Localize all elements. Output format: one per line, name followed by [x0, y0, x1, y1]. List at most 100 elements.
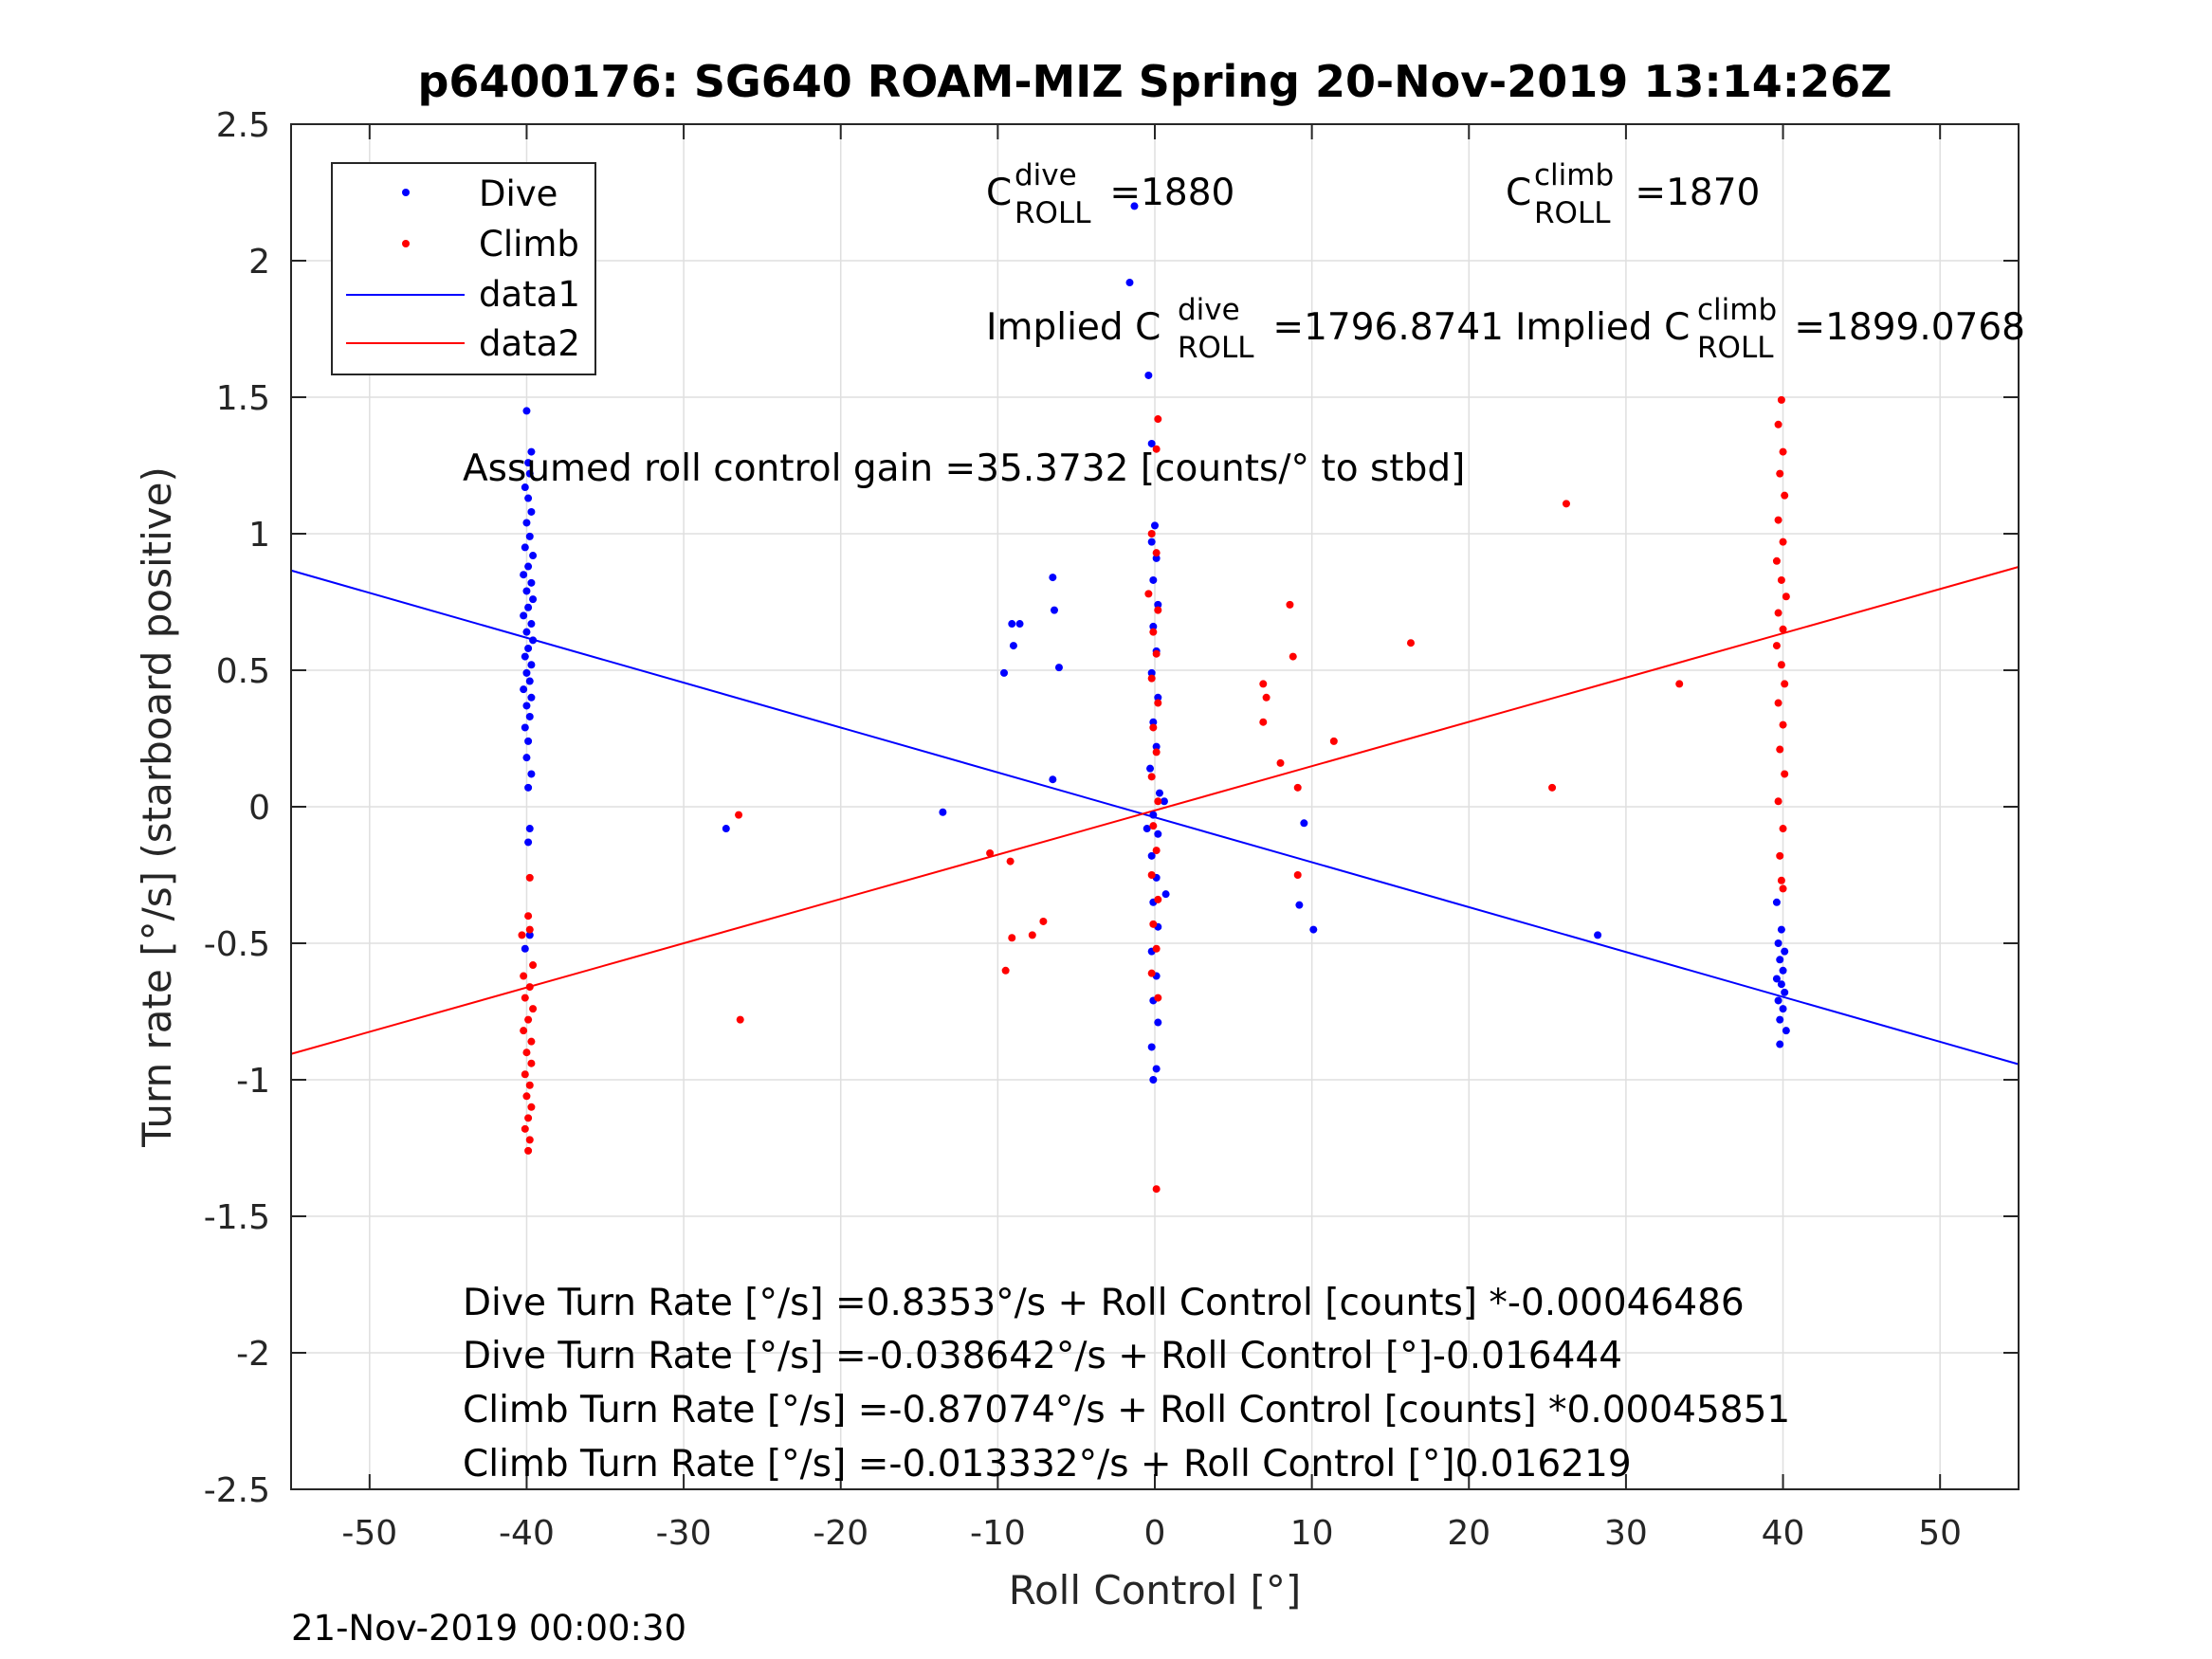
- dive-point: [1155, 789, 1163, 797]
- x-tick-labels: -50 -40 -30 -20 -10 0 10 20 30 40 50: [341, 1514, 1962, 1553]
- climb-point: [1777, 575, 1785, 584]
- climb-point: [1152, 549, 1161, 557]
- x-tick-label: 40: [1762, 1514, 1805, 1553]
- dive-point: [524, 783, 533, 792]
- dive-point: [1050, 606, 1058, 614]
- climb-point: [1147, 773, 1156, 781]
- dive-point: [524, 838, 533, 847]
- y-tick-label: 0: [248, 789, 270, 828]
- climb-point: [1147, 871, 1156, 879]
- dive-point: [1015, 620, 1024, 629]
- climb-point: [1289, 652, 1297, 661]
- y-tick-label: 0.5: [216, 652, 270, 691]
- implied-climb-sub: ROLL: [1697, 331, 1774, 365]
- y-tick-label: -1: [236, 1062, 270, 1101]
- dive-point: [522, 407, 531, 415]
- climb-point: [1772, 556, 1781, 565]
- y-tick-label: 1: [248, 516, 270, 555]
- climb-point: [521, 1124, 529, 1133]
- implied-dive-sub: ROLL: [1178, 331, 1254, 365]
- implied-climb-annotation: Implied C climb ROLL =1899.0768: [1515, 293, 2025, 365]
- dive-point: [1151, 521, 1159, 530]
- dive-point: [1161, 890, 1170, 899]
- climb-point: [1779, 825, 1787, 833]
- climb-point: [527, 1103, 536, 1111]
- dive-point: [524, 459, 533, 467]
- dive-point: [1295, 901, 1304, 909]
- y-tick-label: -1.5: [204, 1198, 270, 1237]
- climb-point: [1147, 969, 1156, 977]
- dive-point: [1147, 1043, 1156, 1051]
- dive-point: [1149, 1076, 1158, 1084]
- dive-point: [1774, 939, 1782, 947]
- climb-point: [1774, 516, 1782, 524]
- c-climb-sub: ROLL: [1534, 196, 1611, 230]
- y-tick-label: -2: [236, 1335, 270, 1374]
- dive-point: [521, 723, 529, 732]
- dive-point: [1009, 642, 1017, 650]
- dive-point: [1152, 1065, 1161, 1073]
- dive-point: [529, 595, 538, 604]
- climb-point: [1039, 917, 1048, 925]
- dive-point: [520, 685, 528, 694]
- c-climb-sup: climb: [1534, 158, 1614, 192]
- dive-point: [1147, 668, 1156, 677]
- c-dive-value: =1880: [1098, 172, 1234, 214]
- x-axis-label: Roll Control [°]: [1009, 1567, 1302, 1613]
- climb-point: [529, 961, 538, 970]
- dive-point: [1147, 538, 1156, 546]
- chart-title: p6400176: SG640 ROAM-MIZ Spring 20-Nov-2…: [417, 56, 1892, 107]
- climb-point: [1154, 415, 1162, 424]
- climb-point: [1776, 745, 1784, 754]
- climb-point: [1774, 699, 1782, 707]
- climb-point: [1152, 944, 1161, 953]
- climb-point: [1008, 934, 1016, 942]
- dive-point: [1782, 1027, 1790, 1035]
- dive-point: [1154, 600, 1162, 609]
- climb-point: [525, 1081, 534, 1089]
- dive-point: [525, 469, 534, 478]
- climb-point: [1777, 661, 1785, 669]
- climb-point: [986, 848, 995, 857]
- dive-point: [1147, 851, 1156, 860]
- climb-point: [522, 1048, 531, 1057]
- x-tick-label: 10: [1290, 1514, 1334, 1553]
- dive-point: [939, 808, 947, 816]
- climb-point: [1028, 931, 1036, 939]
- dive-point: [522, 668, 531, 677]
- fit-line-data2: [290, 566, 2020, 1055]
- climb-point: [525, 983, 534, 992]
- dive-point: [527, 507, 536, 516]
- climb-point: [1152, 649, 1161, 658]
- climb-point: [1144, 590, 1153, 598]
- climb-point: [1293, 871, 1302, 879]
- dive-point: [524, 494, 533, 502]
- dive-point: [525, 677, 534, 685]
- y-tick-label: 2.5: [216, 106, 270, 145]
- dive-point: [1049, 574, 1057, 582]
- equation-dive-counts: Dive Turn Rate [°/s] =0.8353°/s + Roll C…: [463, 1282, 1745, 1324]
- dive-point: [1149, 575, 1158, 584]
- climb-point: [1152, 847, 1161, 855]
- climb-point: [525, 925, 534, 934]
- dive-point: [1772, 975, 1781, 983]
- dive-point: [1152, 742, 1161, 751]
- x-tick-label: 30: [1604, 1514, 1648, 1553]
- climb-point: [1149, 723, 1158, 732]
- climb-point: [1777, 876, 1785, 884]
- dive-point: [524, 737, 533, 745]
- dive-point: [522, 754, 531, 762]
- climb-point: [520, 972, 528, 980]
- dive-point: [1300, 819, 1308, 828]
- climb-point: [1276, 758, 1285, 767]
- dive-point: [529, 552, 538, 560]
- dive-point: [520, 611, 528, 620]
- dive-point: [1776, 1040, 1784, 1048]
- dive-point: [521, 483, 529, 492]
- climb-point: [1154, 895, 1162, 903]
- climb-point: [1779, 447, 1787, 456]
- climb-point: [525, 1136, 534, 1144]
- x-tick-label: 50: [1918, 1514, 1962, 1553]
- climb-point: [1149, 920, 1158, 928]
- equation-climb-degrees: Climb Turn Rate [°/s] =-0.013332°/s + Ro…: [463, 1443, 1632, 1486]
